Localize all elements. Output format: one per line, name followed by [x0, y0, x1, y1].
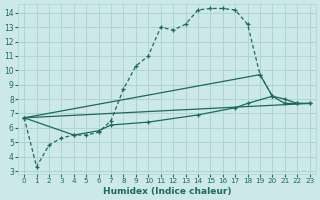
X-axis label: Humidex (Indice chaleur): Humidex (Indice chaleur) [103, 187, 231, 196]
